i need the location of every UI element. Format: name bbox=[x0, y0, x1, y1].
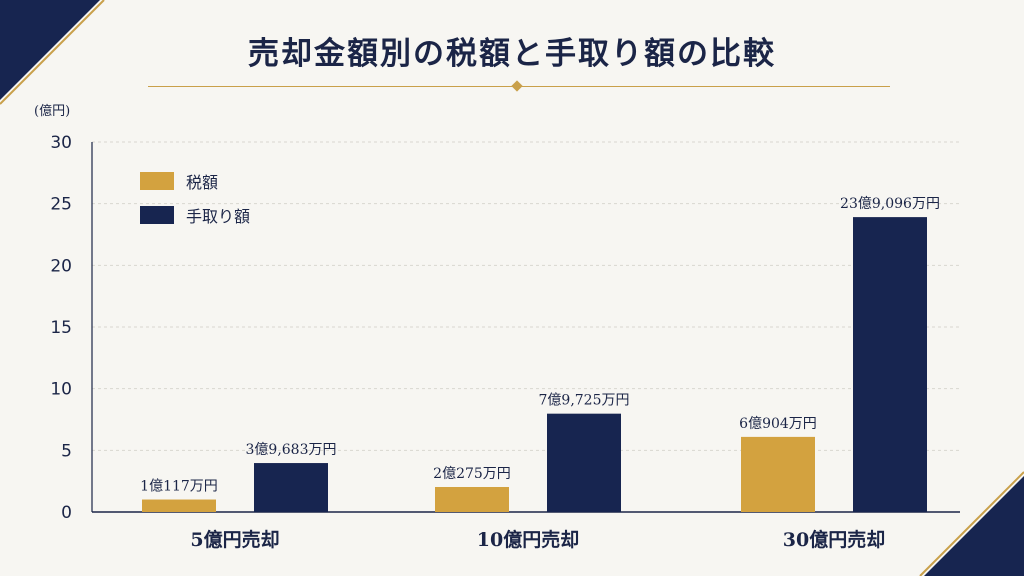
data-label-net: 7億9,725万円 bbox=[539, 393, 630, 409]
bar-tax bbox=[741, 436, 815, 512]
y-tick-label: 0 bbox=[61, 503, 72, 523]
bar-net bbox=[853, 217, 927, 512]
y-tick-label: 20 bbox=[50, 256, 72, 276]
bar-net bbox=[547, 413, 621, 512]
bar-tax bbox=[142, 499, 216, 512]
corner-decoration-top-left bbox=[0, 0, 105, 105]
y-tick-label: 25 bbox=[50, 195, 72, 215]
legend-item-net: 手取り額 bbox=[140, 198, 250, 232]
legend-swatch-net bbox=[140, 206, 174, 224]
data-label-net: 3億9,683万円 bbox=[246, 442, 337, 458]
legend-label-net: 手取り額 bbox=[186, 207, 251, 226]
x-tick-label: 5億円売却 bbox=[190, 528, 279, 551]
data-label-tax: 6億904万円 bbox=[739, 416, 817, 432]
y-tick-label: 10 bbox=[50, 380, 72, 400]
data-label-tax: 1億117万円 bbox=[140, 479, 218, 495]
legend-item-tax: 税額 bbox=[140, 164, 250, 198]
bar-tax bbox=[435, 486, 509, 512]
legend-label-tax: 税額 bbox=[186, 173, 219, 192]
chart-legend: 税額 手取り額 bbox=[140, 164, 250, 232]
legend-swatch-tax bbox=[140, 172, 174, 190]
bar-net bbox=[254, 463, 328, 512]
y-axis-unit-label: (億円) bbox=[34, 104, 71, 119]
data-label-net: 23億9,096万円 bbox=[840, 196, 940, 212]
data-label-tax: 2億275万円 bbox=[433, 466, 511, 482]
x-tick-label: 10億円売却 bbox=[477, 528, 579, 551]
y-tick-label: 15 bbox=[50, 318, 72, 338]
y-tick-label: 30 bbox=[50, 133, 72, 153]
chart-title: 売却金額別の税額と手取り額の比較 bbox=[248, 36, 776, 72]
x-tick-label: 30億円売却 bbox=[783, 528, 885, 551]
y-tick-label: 5 bbox=[61, 441, 72, 461]
corner-decoration-bottom-right bbox=[919, 471, 1024, 576]
